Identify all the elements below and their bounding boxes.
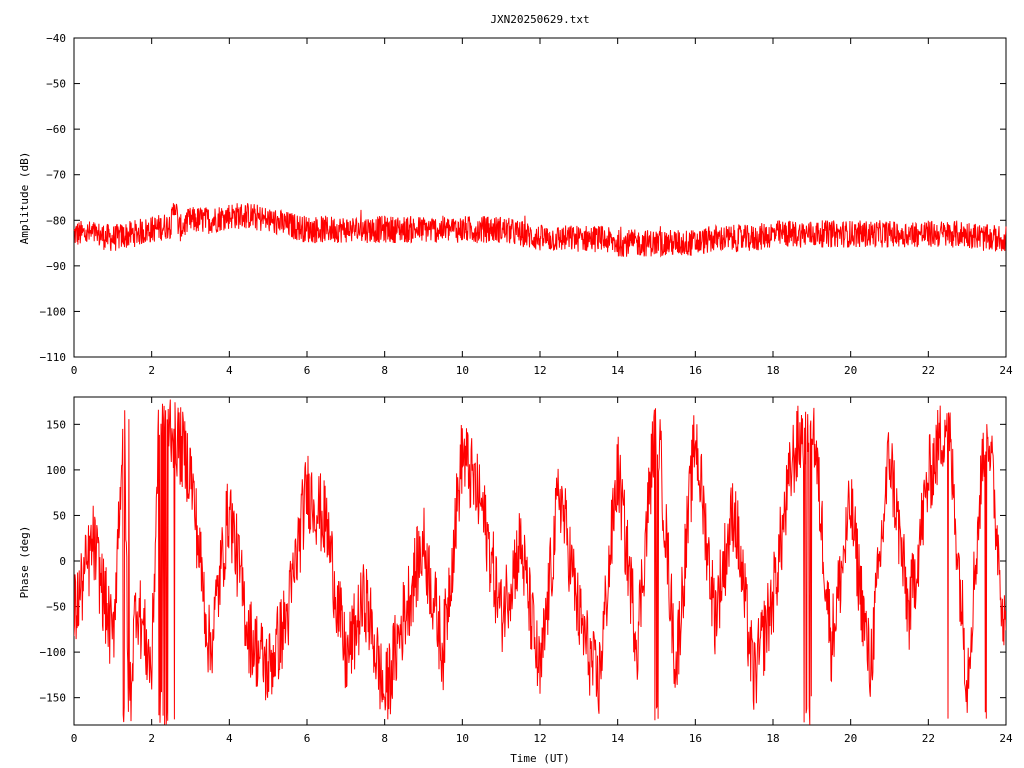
phase-x-tick-label: 0 — [71, 732, 78, 745]
amplitude-x-tick-label: 24 — [999, 364, 1013, 377]
amplitude-panel: −40−50−60−70−80−90−100−110 0 2 4 6 8 10 12 14 16… — [18, 32, 1013, 377]
amplitude-y-tick-label: −70 — [46, 169, 66, 182]
phase-y-axis-label: Phase (deg) — [18, 526, 31, 599]
phase-x-ticks: 0 2 4 6 8 10 12 14 16 18 20 22 24 — [71, 397, 1013, 745]
amplitude-x-tick-label: 10 — [456, 364, 469, 377]
phase-x-tick-label: 14 — [611, 732, 625, 745]
phase-x-tick-label: 4 — [226, 732, 233, 745]
amplitude-y-tick-label: −60 — [46, 123, 66, 136]
amplitude-x-tick-label: 22 — [922, 364, 935, 377]
amplitude-series-line — [73, 203, 1007, 258]
phase-y-tick-label: 100 — [46, 464, 66, 477]
amplitude-x-tick-label: 8 — [381, 364, 388, 377]
amplitude-y-axis-label: Amplitude (dB) — [18, 152, 31, 245]
phase-x-tick-label: 20 — [844, 732, 857, 745]
figure-title: JXN20250629.txt — [490, 13, 589, 26]
amplitude-x-ticks: 0 2 4 6 8 10 12 14 16 18 20 22 24 — [71, 38, 1013, 377]
phase-x-tick-label: 16 — [689, 732, 702, 745]
amplitude-x-tick-label: 16 — [689, 364, 702, 377]
amplitude-x-tick-label: 14 — [611, 364, 625, 377]
amplitude-y-tick-label: −110 — [40, 351, 67, 364]
phase-x-tick-label: 18 — [766, 732, 779, 745]
amplitude-y-tick-label: −50 — [46, 78, 66, 91]
phase-x-tick-label: 22 — [922, 732, 935, 745]
amplitude-y-tick-label: −100 — [40, 305, 67, 318]
phase-x-axis-label: Time (UT) — [510, 752, 570, 765]
phase-y-tick-label: 150 — [46, 418, 66, 431]
amplitude-x-tick-label: 12 — [533, 364, 546, 377]
phase-x-tick-label: 6 — [304, 732, 311, 745]
phase-y-tick-label: −100 — [40, 646, 67, 659]
phase-y-ticks: 150 100 50 0 −50 −100 −150 — [40, 418, 1006, 705]
phase-y-tick-label: 50 — [53, 509, 66, 522]
phase-x-tick-label: 12 — [533, 732, 546, 745]
amplitude-y-tick-label: −80 — [46, 214, 66, 227]
amplitude-y-tick-label: −40 — [46, 32, 66, 45]
phase-x-tick-label: 2 — [148, 732, 155, 745]
phase-y-tick-label: −50 — [46, 601, 66, 614]
amplitude-x-tick-label: 4 — [226, 364, 233, 377]
amplitude-x-tick-label: 0 — [71, 364, 78, 377]
amplitude-y-tick-label: −90 — [46, 260, 66, 273]
amplitude-x-tick-label: 20 — [844, 364, 857, 377]
phase-x-tick-label: 24 — [999, 732, 1013, 745]
amplitude-x-tick-label: 2 — [148, 364, 155, 377]
amplitude-plot-frame — [73, 37, 1007, 358]
amplitude-y-ticks: −40 −50 −60 −70 −80 −90 −100 −110 — [40, 32, 1006, 364]
phase-y-tick-label: −150 — [40, 692, 67, 705]
phase-y-tick-label: 0 — [59, 555, 66, 568]
phase-x-tick-label: 10 — [456, 732, 469, 745]
amplitude-x-tick-label: 6 — [304, 364, 311, 377]
amplitude-x-tick-label: 18 — [766, 364, 779, 377]
phase-x-tick-label: 8 — [381, 732, 388, 745]
phase-series-line — [74, 399, 1006, 725]
